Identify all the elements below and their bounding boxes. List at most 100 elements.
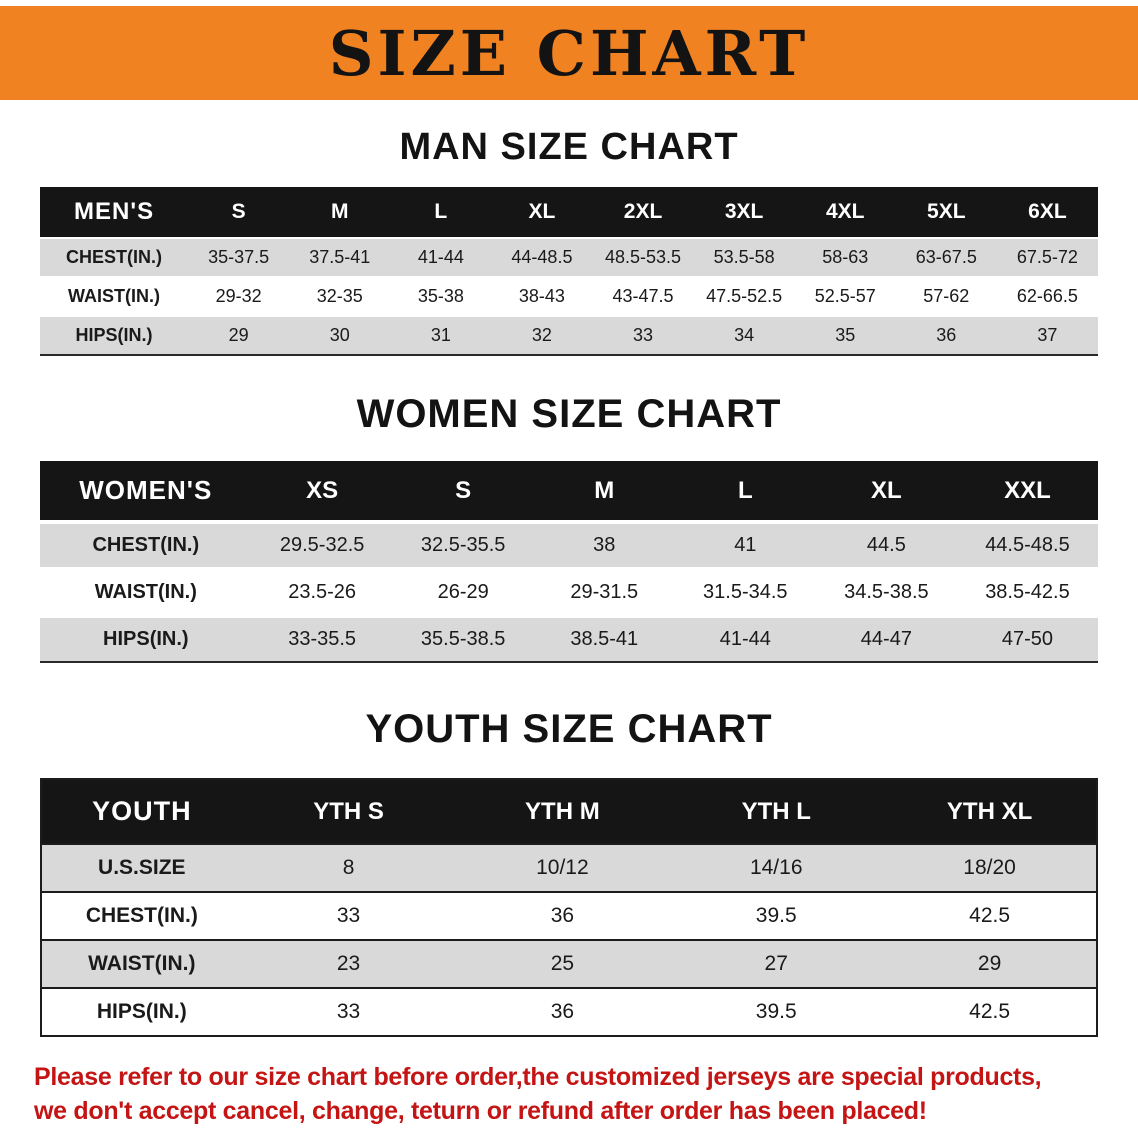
value-cell: 41-44 — [719, 628, 771, 650]
value-cell: 39.5 — [755, 904, 797, 927]
value-cell: 23.5-26 — [288, 581, 357, 603]
value-cell: 29 — [228, 325, 249, 345]
size-chart-page: SIZE CHART MAN SIZE CHART MEN'S S M L XL 2XL 3X… — [0, 6, 1138, 1129]
value-cell: 53.5-58 — [713, 247, 775, 267]
value-cell: 26-29 — [437, 581, 489, 603]
measurement-row: U.S.SIZE 8 10/12 14/16 18/20 — [41, 844, 1097, 892]
row-label-cell: U.S.SIZE — [98, 856, 186, 879]
value-cell: 25 — [550, 952, 575, 975]
row-label-cell: CHEST(IN.) — [92, 534, 200, 556]
value-cell: 38.5-41 — [570, 628, 639, 650]
size-header-cell: S — [188, 187, 290, 238]
value-cell: 37.5-41 — [309, 247, 371, 267]
value-cell: 35-38 — [417, 286, 464, 306]
value-cell: 58-63 — [822, 247, 869, 267]
measurement-row: CHEST(IN.) 33 36 39.5 42.5 — [41, 892, 1097, 940]
row-label-cell: HIPS(IN.) — [96, 1000, 187, 1023]
size-header-cell: 4XL — [794, 187, 896, 238]
size-header-cell: YTH M — [455, 779, 670, 844]
value-cell: 29-31.5 — [570, 581, 639, 603]
men-section-heading: MAN SIZE CHART — [399, 126, 739, 168]
order-notice-line-2: we don't accept cancel, change, teturn o… — [34, 1096, 927, 1125]
men-size-table: MEN'S S M L XL 2XL 3XL 4XL 5XL 6XL CHEST(IN.) 35-37… — [40, 187, 1098, 356]
youth-section-heading: YOUTH SIZE CHART — [365, 707, 773, 751]
order-notice-line-1: Please refer to our size chart before or… — [34, 1063, 1042, 1091]
value-cell: 35.5-38.5 — [420, 628, 506, 650]
youth-table-body: U.S.SIZE 8 10/12 14/16 18/20 CHEST(IN.) 33 36 39… — [41, 844, 1097, 1036]
order-notice: Please refer to our size chart before or… — [34, 1061, 1104, 1129]
value-cell: 33 — [336, 1000, 361, 1023]
section-youth: YOUTH SIZE CHART YOUTH YTH S YTH M YTH L YTH … — [0, 663, 1138, 1037]
size-header-cell: YTH L — [669, 779, 884, 844]
value-cell: 47-50 — [1001, 628, 1054, 650]
value-cell: 32 — [531, 325, 552, 345]
value-cell: 62-66.5 — [1016, 286, 1078, 306]
measurement-row: HIPS(IN.) 33 36 39.5 42.5 — [41, 988, 1097, 1036]
table-title-cell: YOUTH — [41, 779, 242, 844]
value-cell: 38.5-42.5 — [985, 581, 1070, 603]
row-label-cell: HIPS(IN.) — [103, 628, 189, 650]
size-header-cell: 6XL — [996, 187, 1098, 238]
row-label-cell: WAIST(IN.) — [88, 952, 196, 975]
row-label-cell: WAIST(IN.) — [94, 581, 197, 603]
value-cell: 48.5-53.5 — [605, 247, 682, 267]
value-cell: 33 — [633, 325, 654, 345]
table-title-cell: WOMEN'S — [40, 461, 252, 522]
size-chart-sections: MAN SIZE CHART MEN'S S M L XL 2XL 3XL 4XL 5XL 6XL C… — [0, 100, 1138, 1037]
value-cell: 8 — [342, 856, 355, 879]
value-cell: 44.5 — [866, 534, 906, 556]
row-label-cell: CHEST(IN.) — [85, 904, 198, 927]
measurement-row: WAIST(IN.) 29-32 32-35 35-38 38-43 43-47.5 47.… — [40, 277, 1098, 316]
size-header-cell: 3XL — [693, 187, 795, 238]
size-header-cell: L — [674, 461, 816, 522]
measurement-row: CHEST(IN.) 29.5-32.5 32.5-35.5 38 41 44.5 44.5… — [40, 522, 1098, 569]
value-cell: 31 — [430, 325, 451, 345]
value-cell: 36 — [550, 904, 575, 927]
value-cell: 18/20 — [963, 856, 1016, 879]
size-header-cell: YTH S — [241, 779, 456, 844]
header-row: WOMEN'S XS S M L XL XXL — [40, 461, 1098, 522]
youth-table-head: YOUTH YTH S YTH M YTH L YTH XL — [41, 779, 1097, 844]
value-cell: 14/16 — [749, 856, 803, 879]
measurement-row: CHEST(IN.) 35-37.5 37.5-41 41-44 44-48.5 48.5… — [40, 238, 1098, 277]
value-cell: 34.5-38.5 — [844, 581, 929, 603]
measurement-row: HIPS(IN.) 33-35.5 35.5-38.5 38.5-41 41-44 44-… — [40, 616, 1098, 662]
size-header-cell: YTH XL — [883, 779, 1097, 844]
size-header-cell: S — [392, 461, 534, 522]
value-cell: 38-43 — [518, 286, 565, 306]
size-header-cell: M — [533, 461, 675, 522]
measurement-row: WAIST(IN.) 23.5-26 26-29 29-31.5 31.5-34.5 34… — [40, 569, 1098, 616]
men-table-head: MEN'S S M L XL 2XL 3XL 4XL 5XL 6XL — [40, 187, 1098, 238]
title-banner: SIZE CHART — [0, 6, 1138, 100]
size-header-cell: M — [289, 187, 391, 238]
women-table-head: WOMEN'S XS S M L XL XXL — [40, 461, 1098, 522]
value-cell: 39.5 — [755, 1000, 797, 1023]
section-women: WOMEN SIZE CHART WOMEN'S XS S M L XL XXL CHEST(I… — [0, 356, 1138, 663]
value-cell: 29 — [977, 952, 1002, 975]
women-table-body: CHEST(IN.) 29.5-32.5 32.5-35.5 38 41 44.5 44.5… — [40, 522, 1098, 662]
value-cell: 33 — [336, 904, 361, 927]
size-header-cell: XL — [491, 187, 593, 238]
header-row: YOUTH YTH S YTH M YTH L YTH XL — [41, 779, 1097, 844]
value-cell: 32.5-35.5 — [420, 534, 506, 556]
value-cell: 30 — [329, 325, 350, 345]
page-title: SIZE CHART — [328, 16, 810, 90]
size-header-cell: 5XL — [895, 187, 997, 238]
value-cell: 27 — [764, 952, 788, 975]
value-cell: 42.5 — [969, 904, 1011, 927]
size-header-cell: XS — [251, 461, 393, 522]
value-cell: 34 — [734, 325, 755, 345]
value-cell: 35 — [835, 325, 856, 345]
row-label-cell: CHEST(IN.) — [66, 247, 163, 267]
value-cell: 57-62 — [923, 286, 970, 306]
value-cell: 43-47.5 — [612, 286, 674, 306]
value-cell: 38 — [593, 534, 616, 556]
men-table-body: CHEST(IN.) 35-37.5 37.5-41 41-44 44-48.5 48.5… — [40, 238, 1098, 355]
measurement-row: WAIST(IN.) 23 25 27 29 — [41, 940, 1097, 988]
value-cell: 36 — [936, 325, 957, 345]
size-header-cell: XXL — [956, 461, 1098, 522]
row-label-cell: WAIST(IN.) — [68, 286, 161, 306]
section-men: MAN SIZE CHART MEN'S S M L XL 2XL 3XL 4XL 5XL 6XL C… — [0, 100, 1138, 356]
row-label-cell: HIPS(IN.) — [75, 325, 153, 345]
value-cell: 44-48.5 — [511, 247, 573, 267]
